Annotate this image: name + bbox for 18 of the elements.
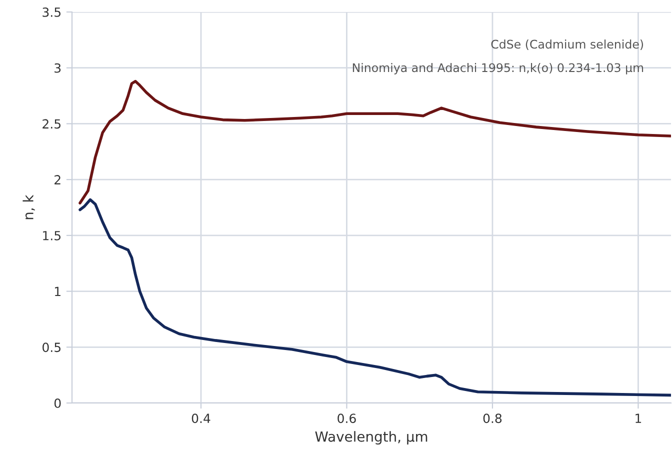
x-tick-label: 0.6 — [338, 414, 356, 424]
y-tick-label: 2.5 — [42, 119, 60, 129]
line-series — [78, 80, 671, 204]
x-axis-title: Wavelength, µm — [315, 431, 428, 445]
line-series — [78, 198, 671, 397]
y-tick-label: 0.5 — [42, 342, 60, 352]
x-tick-label: 1 — [636, 414, 642, 423]
annotation: CdSe (Cadmium selenide) — [491, 40, 644, 50]
annotation: Ninomiya and Adachi 1995: n,k(o) 0.234-1.03 µm — [352, 62, 644, 74]
x-tick-label: 0.4 — [192, 414, 210, 424]
y-tick-label: 1 — [55, 286, 60, 296]
x-tick-label: 0.8 — [483, 414, 502, 424]
y-tick-label: 3 — [54, 63, 61, 73]
y-tick-label: 1.5 — [43, 231, 60, 240]
y-tick-label: 0 — [54, 398, 61, 408]
y-tick-label: 3.5 — [42, 7, 60, 17]
y-axis-title: n, k — [22, 194, 35, 220]
y-tick-label: 2 — [54, 175, 60, 184]
